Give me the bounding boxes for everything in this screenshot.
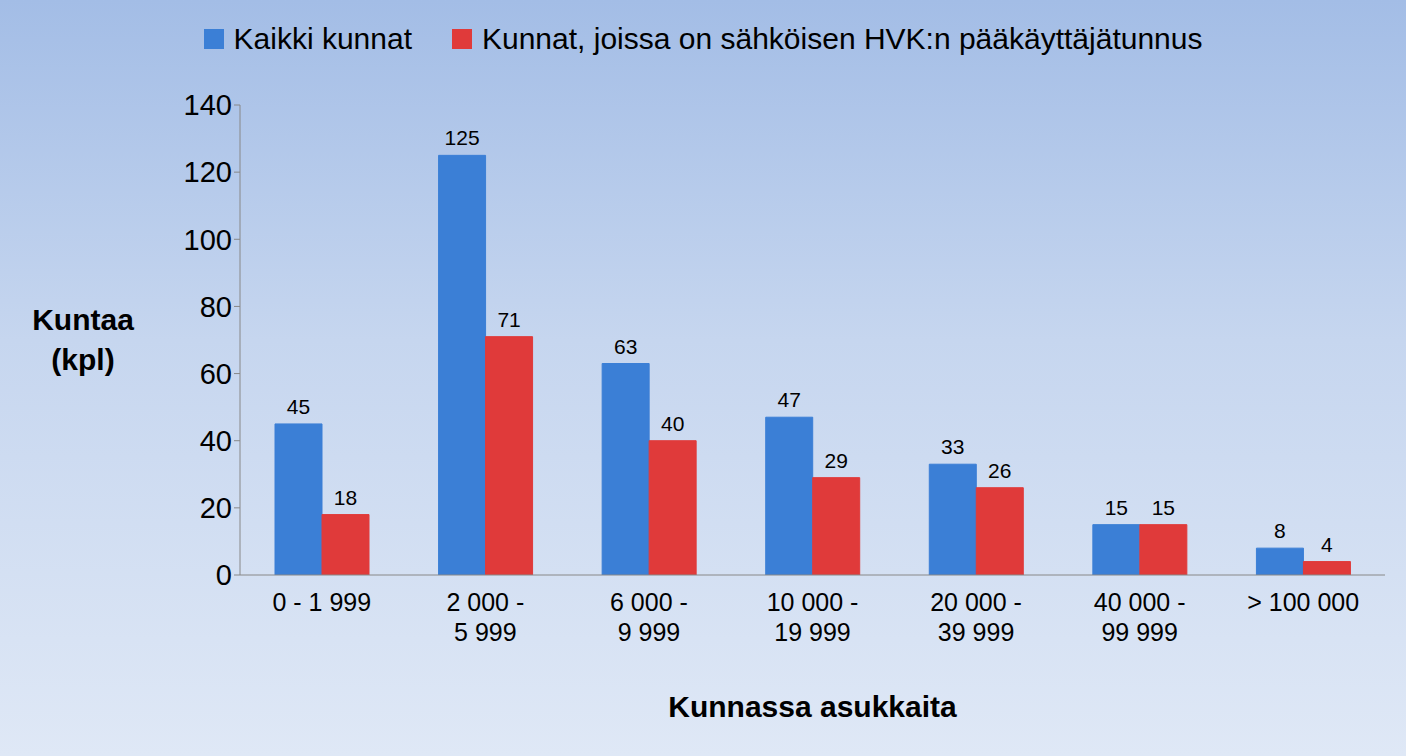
svg-text:> 100 000: > 100 000 [1247, 588, 1359, 616]
svg-text:10 000 -19 999: 10 000 -19 999 [767, 588, 859, 646]
html-text:Kunnassa asukkaita: Kunnassa asukkaita [668, 690, 957, 723]
svg-text:33: 33 [941, 435, 964, 458]
svg-text:40: 40 [200, 425, 232, 457]
svg-text:40 000 -99 999: 40 000 -99 999 [1094, 588, 1186, 646]
svg-text:29: 29 [825, 449, 848, 472]
svg-text:2 000 -5 999: 2 000 -5 999 [446, 588, 524, 646]
svg-text:15: 15 [1105, 496, 1128, 519]
svg-text:4: 4 [1321, 533, 1333, 556]
svg-text:20: 20 [200, 492, 232, 524]
svg-text:40: 40 [661, 412, 684, 435]
svg-text:63: 63 [614, 335, 637, 358]
svg-text:45: 45 [287, 395, 310, 418]
svg-text:26: 26 [988, 459, 1011, 482]
svg-text:15: 15 [1152, 496, 1175, 519]
html-text:Kuntaa: Kuntaa [32, 303, 134, 336]
svg-text:125: 125 [445, 126, 480, 149]
svg-text:6 000 -9 999: 6 000 -9 999 [610, 588, 688, 646]
svg-text:120: 120 [184, 156, 232, 188]
svg-text:20 000 -39 999: 20 000 -39 999 [930, 588, 1022, 646]
svg-text:47: 47 [778, 388, 801, 411]
svg-text:100: 100 [184, 224, 232, 256]
svg-text:140: 140 [184, 89, 232, 121]
svg-text:80: 80 [200, 291, 232, 323]
svg-text:18: 18 [334, 486, 357, 509]
html-text:Kunnat, joissa on sähköisen HV: Kunnat, joissa on sähköisen HVK:n pääkäy… [482, 22, 1203, 55]
svg-text:0 - 1 999: 0 - 1 999 [272, 588, 371, 616]
html-text:Kaikki kunnat: Kaikki kunnat [233, 22, 412, 55]
svg-text:71: 71 [497, 308, 520, 331]
html-text:(kpl): (kpl) [51, 343, 115, 376]
svg-text:0: 0 [216, 559, 232, 591]
svg-text:8: 8 [1274, 519, 1286, 542]
svg-text:60: 60 [200, 358, 232, 390]
